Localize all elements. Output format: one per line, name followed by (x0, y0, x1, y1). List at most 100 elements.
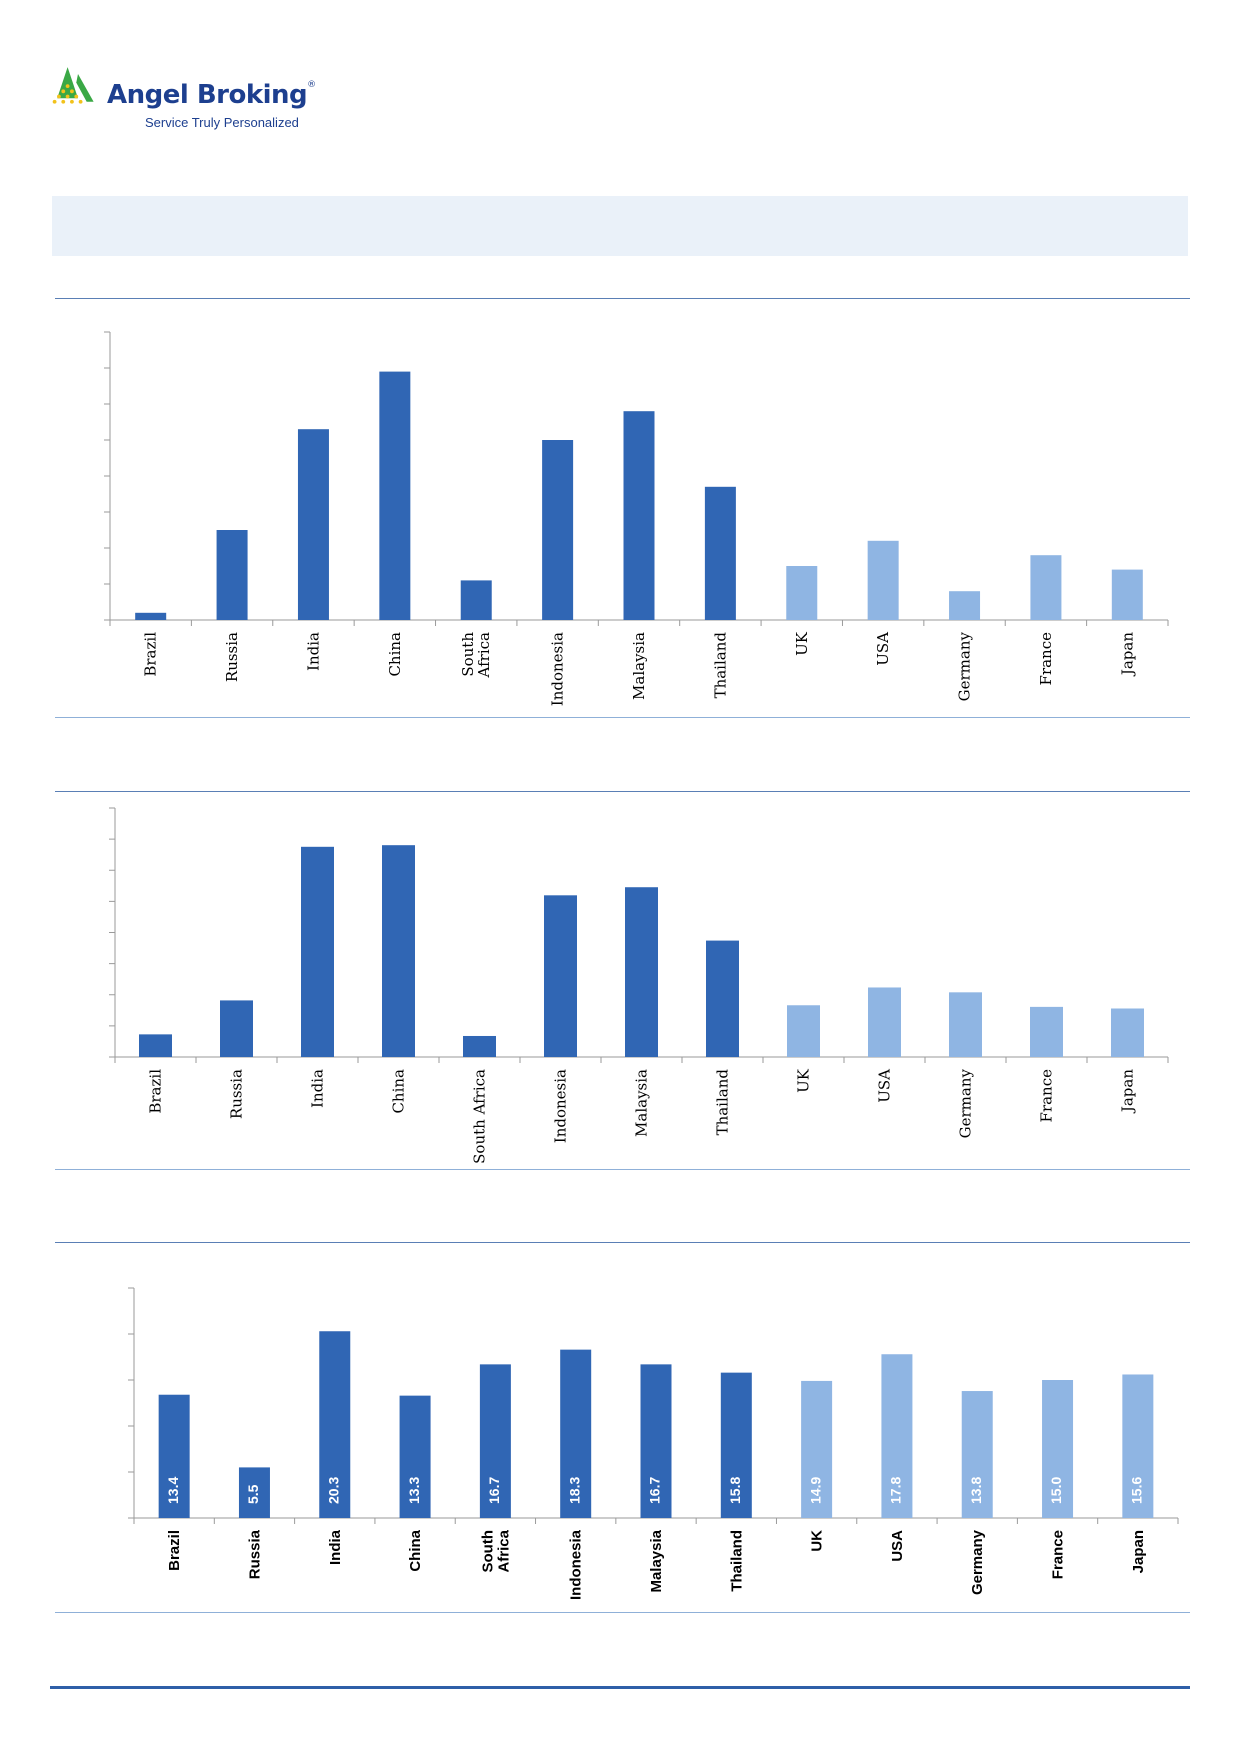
bar-germany (949, 992, 982, 1057)
chart1-bottom-rule (55, 717, 1190, 718)
data-label: 16.7 (486, 1477, 502, 1504)
category-label: China (407, 1529, 424, 1571)
category-label: Japan (1130, 1530, 1147, 1573)
chart3-top-rule (55, 1242, 1190, 1243)
category-label: SouthAfrica (459, 632, 493, 679)
bar-usa (867, 540, 899, 620)
bar-japan (1122, 1374, 1154, 1518)
chart1-top-rule (55, 298, 1190, 299)
data-label: 13.8 (968, 1477, 984, 1504)
category-label: USA (889, 1530, 906, 1562)
category-label: Indonesia (549, 632, 567, 706)
category-label: UK (809, 1530, 826, 1552)
bar-russia (238, 1467, 270, 1518)
category-label: UK (795, 1068, 813, 1093)
category-label: Thailand (728, 1530, 745, 1592)
category-label: Japan (1118, 632, 1136, 678)
chart3-bottom-rule (55, 1612, 1190, 1613)
chart-2-plot: Brazil Russia India China South Africa Indone… (109, 807, 1169, 1164)
bar-japan (1111, 1008, 1144, 1057)
category-label: Japan (1119, 1069, 1137, 1115)
bar-malaysia (623, 411, 655, 620)
bar-indonesia (560, 1349, 592, 1518)
bar-thailand (704, 486, 736, 620)
category-label: Germany (969, 1529, 986, 1595)
data-label: 13.4 (165, 1477, 181, 1504)
category-label: China (390, 1069, 408, 1114)
header-band (52, 196, 1188, 256)
data-label: 17.8 (888, 1477, 904, 1504)
category-label: USA (874, 632, 892, 666)
bar-thailand (720, 1372, 752, 1518)
data-label: 15.6 (1129, 1477, 1145, 1504)
brand-name: Angel Broking® (107, 80, 316, 110)
footer-rule (50, 1686, 1190, 1689)
brand-tagline: Service Truly Personalized (145, 115, 299, 130)
chart2-top-rule (55, 791, 1190, 792)
category-label: China (386, 632, 404, 677)
bar-south-africa (463, 1035, 496, 1057)
category-label: Malaysia (633, 1069, 651, 1137)
category-label: France (1037, 632, 1055, 686)
category-label: SouthAfrica (479, 1529, 512, 1572)
category-label: Germany (956, 631, 974, 701)
data-label: 13.3 (406, 1477, 422, 1504)
bar-france (1042, 1380, 1074, 1518)
category-label: Brazil (147, 1069, 165, 1114)
bar-malaysia (625, 887, 658, 1057)
bar-usa (868, 987, 901, 1057)
category-label: Russia (246, 1529, 263, 1579)
bar-japan (1111, 569, 1143, 620)
category-label: UK (793, 631, 811, 656)
bar-uk (787, 1005, 820, 1057)
category-label: Thailand (711, 632, 729, 699)
bar-china (379, 371, 411, 620)
bar-france (1030, 555, 1062, 620)
data-label: 18.3 (566, 1477, 582, 1504)
category-label: India (304, 632, 322, 671)
bar-indonesia (544, 895, 577, 1057)
category-label: Brazil (142, 632, 160, 677)
bar-south-africa (460, 580, 492, 620)
category-label: France (1038, 1069, 1056, 1123)
category-label: Malaysia (630, 632, 648, 700)
category-label: France (1050, 1530, 1067, 1579)
category-label: India (309, 1069, 327, 1108)
category-label: USA (876, 1069, 894, 1103)
bar-brazil (135, 612, 167, 620)
bar-usa (881, 1354, 913, 1518)
category-label: Malaysia (648, 1529, 665, 1592)
data-label: 15.8 (727, 1477, 743, 1504)
data-label: 20.3 (325, 1477, 341, 1504)
category-label: Thailand (714, 1069, 732, 1136)
data-label: 15.0 (1048, 1477, 1064, 1504)
data-label: 5.5 (245, 1484, 261, 1504)
bar-uk (801, 1380, 833, 1518)
category-label: South Africa (471, 1069, 489, 1164)
bar-france (1030, 1006, 1063, 1057)
chart-1-plot: Brazil Russia India China SouthAfrica Indones… (104, 331, 1169, 706)
bar-india (319, 1331, 351, 1518)
angel-triangle-logo-icon (52, 67, 94, 104)
data-label: 14.9 (807, 1477, 823, 1504)
bar-uk (786, 566, 818, 620)
category-label: Russia (228, 1069, 246, 1119)
bar-india (301, 846, 334, 1057)
brand-reg-mark: ® (307, 80, 316, 90)
bar-germany (961, 1391, 993, 1518)
bar-brazil (158, 1394, 190, 1518)
bar-brazil (139, 1034, 172, 1057)
category-label: Brazil (166, 1530, 183, 1571)
bar-russia (220, 1000, 253, 1057)
bar-malaysia (640, 1364, 672, 1518)
category-label: Russia (223, 632, 241, 682)
bar-indonesia (542, 440, 574, 620)
chart2-bottom-rule (55, 1169, 1190, 1170)
chart-3-plot: 13.4 Brazil 5.5 Russia 20.3 India 13.3 China 16.… (128, 1287, 1179, 1600)
data-label: 16.7 (647, 1477, 663, 1504)
category-label: Indonesia (552, 1069, 570, 1143)
bar-thailand (706, 940, 739, 1057)
